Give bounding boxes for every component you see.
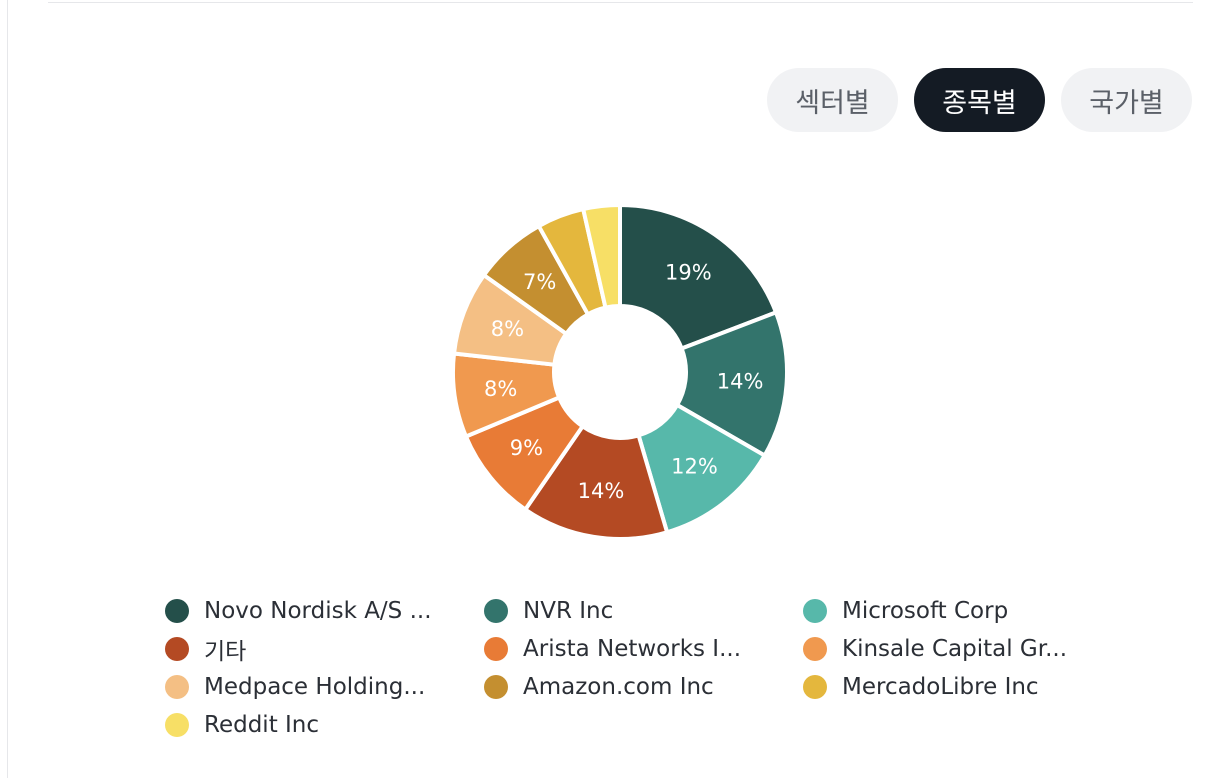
- donut-slice-0[interactable]: [618, 203, 779, 351]
- legend-item[interactable]: 기타: [165, 633, 484, 665]
- legend-item[interactable]: Reddit Inc: [165, 709, 484, 741]
- legend-color-dot: [803, 599, 827, 623]
- slice-label-3: 14%: [578, 479, 625, 503]
- legend-item[interactable]: NVR Inc: [484, 595, 803, 627]
- chart-legend: Novo Nordisk A/S ... NVR Inc Microsoft Cor…: [165, 595, 1122, 741]
- legend-color-dot: [165, 637, 189, 661]
- legend-label: 기타: [204, 639, 247, 665]
- legend-color-dot: [484, 599, 508, 623]
- slice-label-0: 19%: [665, 261, 712, 285]
- legend-color-dot: [165, 675, 189, 699]
- legend-label: Reddit Inc: [204, 712, 320, 738]
- slice-label-7: 7%: [523, 270, 556, 294]
- donut-slice-9[interactable]: [581, 203, 622, 310]
- legend-color-dot: [484, 675, 508, 699]
- slice-label-2: 12%: [671, 455, 718, 479]
- toggle-by-sector[interactable]: 섹터별: [767, 68, 898, 132]
- breakdown-toggle-group: 섹터별 종목별 국가별: [767, 68, 1192, 132]
- legend-label: Novo Nordisk A/S ...: [204, 598, 432, 624]
- legend-label: Kinsale Capital Gr...: [842, 636, 1068, 662]
- slice-label-6: 8%: [491, 317, 524, 341]
- legend-label: NVR Inc: [523, 598, 614, 624]
- slice-label-5: 8%: [484, 377, 517, 401]
- legend-label: Medpace Holding...: [204, 674, 426, 700]
- legend-item[interactable]: Amazon.com Inc: [484, 671, 803, 703]
- legend-item[interactable]: Medpace Holding...: [165, 671, 484, 703]
- slice-label-4: 9%: [510, 436, 543, 460]
- donut-chart: 19% 14% 12% 14% 9% 8% 8% 7%: [451, 203, 789, 541]
- legend-item[interactable]: Novo Nordisk A/S ...: [165, 595, 484, 627]
- legend-item[interactable]: MercadoLibre Inc: [803, 671, 1122, 703]
- legend-color-dot: [165, 599, 189, 623]
- top-divider: [48, 2, 1193, 3]
- legend-item[interactable]: Kinsale Capital Gr...: [803, 633, 1122, 665]
- legend-label: MercadoLibre Inc: [842, 674, 1039, 700]
- slice-label-1: 14%: [717, 370, 764, 394]
- legend-color-dot: [803, 675, 827, 699]
- panel-left-border: [7, 0, 8, 778]
- toggle-by-country[interactable]: 국가별: [1061, 68, 1192, 132]
- toggle-by-holding[interactable]: 종목별: [914, 68, 1045, 132]
- legend-color-dot: [165, 713, 189, 737]
- legend-item[interactable]: Microsoft Corp: [803, 595, 1122, 627]
- legend-label: Arista Networks I...: [523, 636, 742, 662]
- donut-slice-3[interactable]: [523, 424, 670, 541]
- legend-label: Microsoft Corp: [842, 598, 1009, 624]
- legend-label: Amazon.com Inc: [523, 674, 714, 700]
- legend-color-dot: [484, 637, 508, 661]
- legend-color-dot: [803, 637, 827, 661]
- legend-item[interactable]: Arista Networks I...: [484, 633, 803, 665]
